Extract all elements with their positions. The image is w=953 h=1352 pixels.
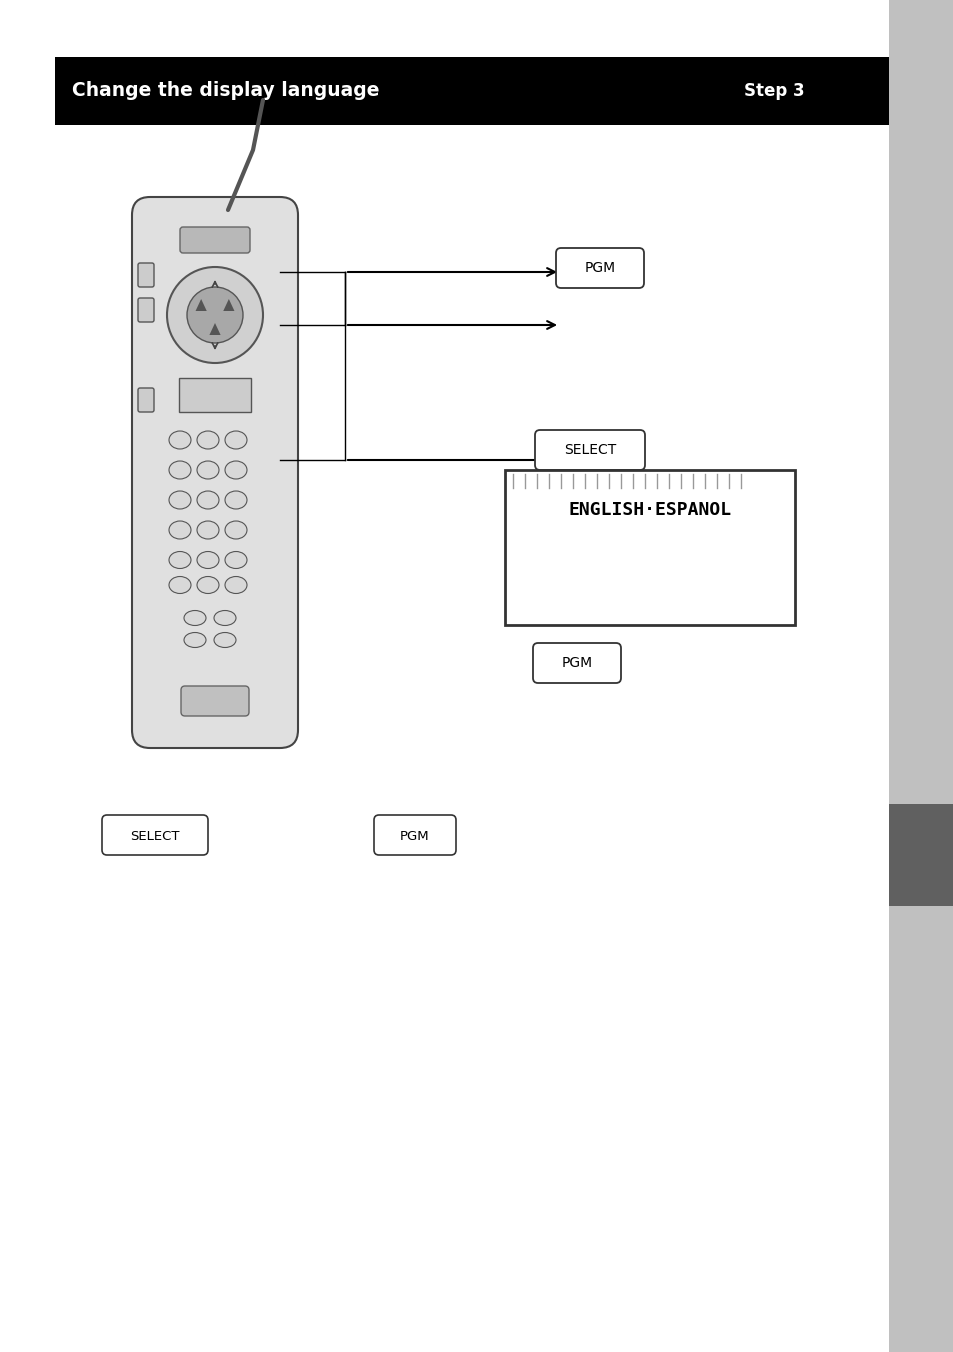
- Text: Change the display language: Change the display language: [71, 81, 379, 100]
- Bar: [504, 470, 794, 625]
- FancyBboxPatch shape: [138, 388, 153, 412]
- Ellipse shape: [213, 611, 235, 626]
- FancyBboxPatch shape: [179, 379, 251, 412]
- FancyBboxPatch shape: [535, 430, 644, 470]
- Ellipse shape: [225, 491, 247, 508]
- Text: PGM: PGM: [561, 656, 592, 671]
- Ellipse shape: [196, 491, 219, 508]
- Ellipse shape: [196, 461, 219, 479]
- Ellipse shape: [225, 521, 247, 539]
- Ellipse shape: [213, 633, 235, 648]
- Polygon shape: [209, 323, 220, 335]
- Circle shape: [167, 266, 263, 362]
- Ellipse shape: [196, 431, 219, 449]
- Ellipse shape: [169, 491, 191, 508]
- Ellipse shape: [184, 611, 206, 626]
- Ellipse shape: [169, 521, 191, 539]
- FancyBboxPatch shape: [556, 247, 643, 288]
- Ellipse shape: [169, 431, 191, 449]
- Ellipse shape: [184, 633, 206, 648]
- FancyBboxPatch shape: [102, 815, 208, 854]
- Bar: [55, 57, 888, 124]
- FancyBboxPatch shape: [180, 227, 250, 253]
- Ellipse shape: [169, 552, 191, 568]
- Ellipse shape: [225, 576, 247, 594]
- Text: PGM: PGM: [584, 261, 615, 274]
- Ellipse shape: [196, 521, 219, 539]
- FancyBboxPatch shape: [138, 264, 153, 287]
- Text: SELECT: SELECT: [131, 830, 179, 842]
- Ellipse shape: [225, 431, 247, 449]
- Text: SELECT: SELECT: [563, 443, 616, 457]
- Ellipse shape: [196, 576, 219, 594]
- Ellipse shape: [225, 461, 247, 479]
- Bar: [888, 804, 953, 906]
- FancyBboxPatch shape: [132, 197, 297, 748]
- Text: Step 3: Step 3: [743, 82, 804, 100]
- Polygon shape: [195, 299, 207, 311]
- Ellipse shape: [169, 461, 191, 479]
- Text: ENGLISH·ESPANOL: ENGLISH·ESPANOL: [568, 502, 731, 519]
- FancyBboxPatch shape: [138, 297, 153, 322]
- Ellipse shape: [196, 552, 219, 568]
- Bar: [888, 0, 953, 1352]
- FancyBboxPatch shape: [181, 685, 249, 717]
- Ellipse shape: [169, 576, 191, 594]
- Circle shape: [187, 287, 243, 343]
- Text: PGM: PGM: [399, 830, 430, 842]
- FancyBboxPatch shape: [533, 644, 620, 683]
- Ellipse shape: [225, 552, 247, 568]
- Polygon shape: [223, 299, 234, 311]
- FancyBboxPatch shape: [374, 815, 456, 854]
